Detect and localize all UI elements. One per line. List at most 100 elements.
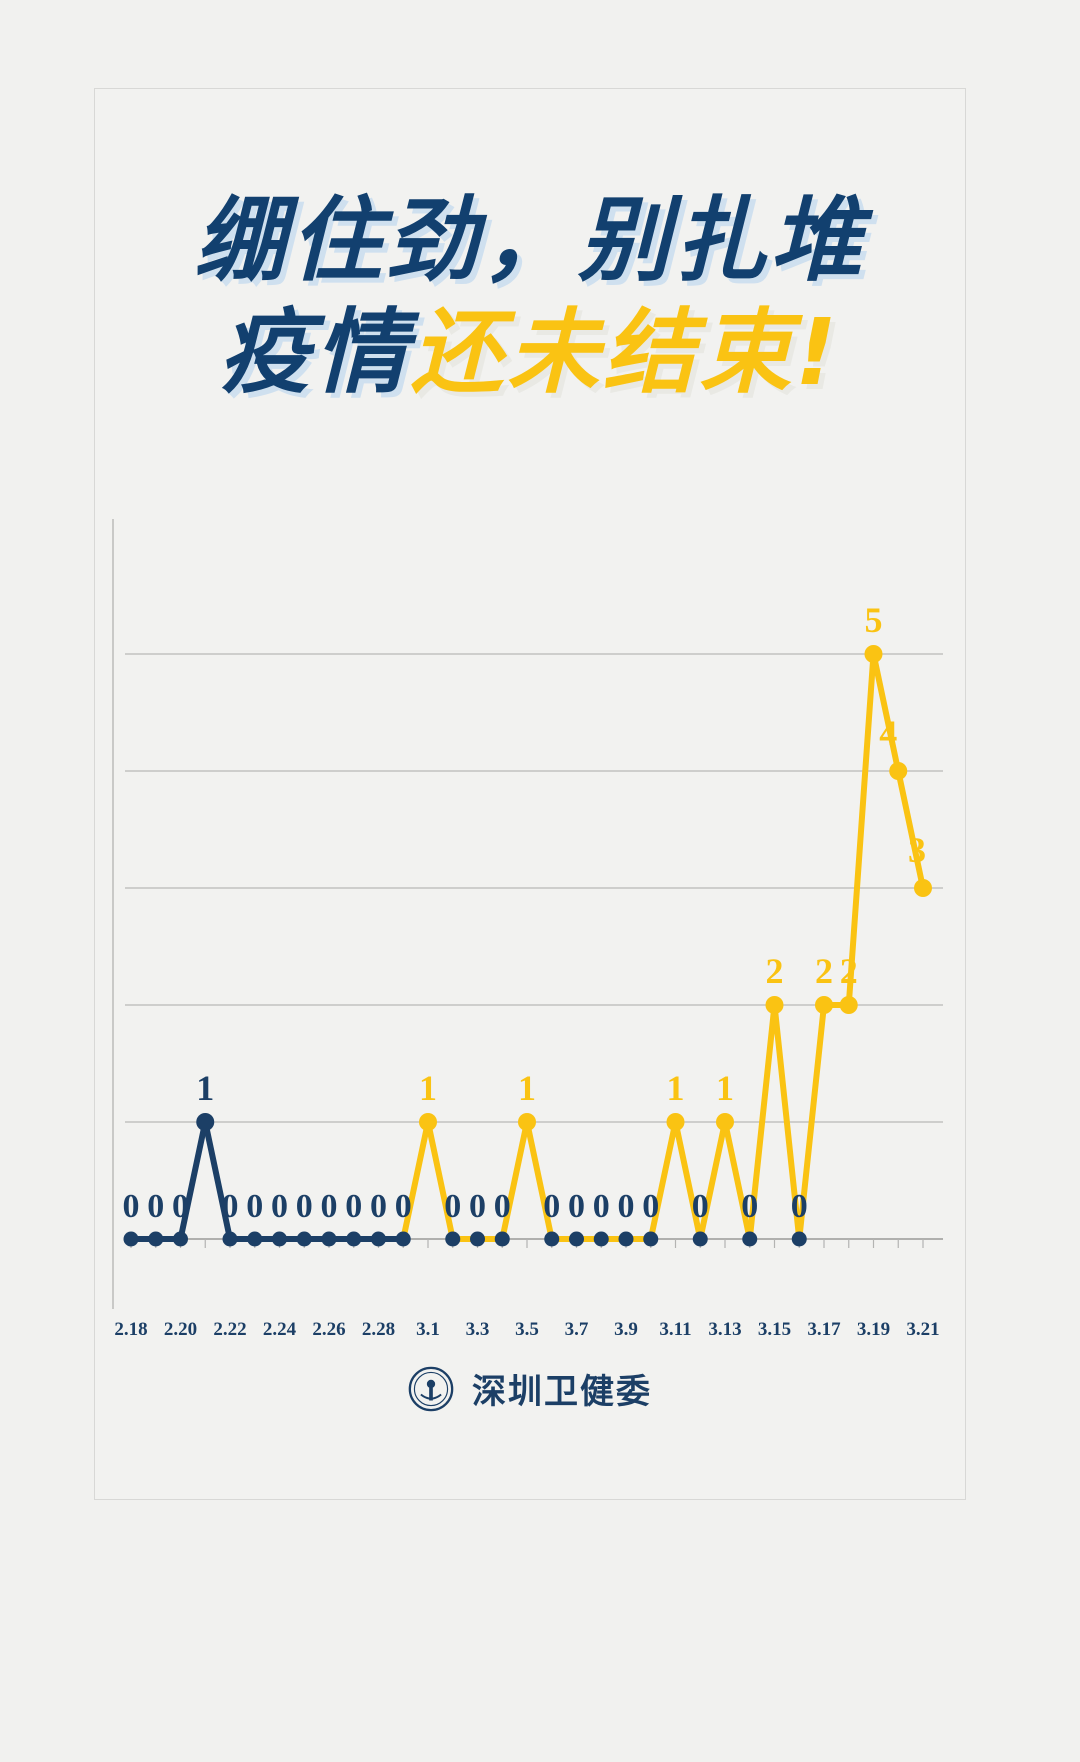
chart-data-point — [445, 1231, 461, 1247]
x-axis-tick-label: 3.9 — [614, 1319, 638, 1340]
chart-data-point — [742, 1231, 758, 1247]
x-axis-tick-label: 3.7 — [564, 1319, 589, 1340]
chart-line-segment — [499, 1119, 530, 1242]
chart-data-label: 0 — [494, 1188, 511, 1225]
chart-data-point — [666, 1113, 685, 1131]
chart-data-point — [419, 1113, 437, 1131]
chart-data-point — [494, 1231, 510, 1247]
x-axis-tick-label: 3.11 — [659, 1319, 692, 1340]
chart-data-label: 0 — [444, 1188, 461, 1225]
x-axis-tick-label: 3.21 — [906, 1319, 940, 1340]
chart-line-segment — [746, 1002, 778, 1242]
chart-line-segment — [796, 1002, 827, 1242]
chart-data-label: 0 — [469, 1188, 486, 1225]
headline-line-1: 绷住劲，别扎堆 — [95, 185, 965, 297]
chart-data-point — [791, 1231, 807, 1247]
chart-line-segment — [400, 1119, 431, 1242]
headline-line-1-text: 绷住劲，别扎堆 — [193, 187, 866, 294]
chart-line-segment — [177, 1119, 209, 1242]
chart-data-label: 1 — [196, 1068, 214, 1108]
chart-data-point — [692, 1231, 708, 1247]
chart-data-point — [173, 1231, 188, 1247]
shenzhen-health-commission-logo-icon — [408, 1366, 454, 1412]
chart-data-point — [321, 1231, 337, 1247]
x-axis-tick-label: 3.5 — [515, 1319, 539, 1340]
chart-data-point — [815, 996, 833, 1014]
chart-data-label: 2 — [766, 951, 784, 991]
chart-data-label: 0 — [791, 1188, 808, 1225]
chart-data-label: 3 — [908, 830, 926, 870]
chart-data-point — [470, 1231, 485, 1247]
footer-branding: 深圳卫健委 — [95, 1364, 965, 1413]
x-axis-tick-label: 2.28 — [361, 1319, 396, 1340]
chart-data-point — [593, 1231, 609, 1247]
chart-data-point — [222, 1231, 238, 1247]
chart-line-segment — [895, 768, 926, 891]
headline-line-2-yellow-text: 还未结束! — [411, 299, 841, 406]
chart-data-label: 1 — [419, 1068, 437, 1108]
chart-data-label: 1 — [518, 1068, 536, 1108]
brand-name: 深圳卫健委 — [472, 1372, 652, 1412]
chart-data-label: 0 — [618, 1188, 635, 1225]
x-axis-tick-label: 3.19 — [856, 1319, 891, 1340]
x-axis-tick-label: 2.18 — [114, 1319, 148, 1340]
chart-line-segment — [771, 1002, 803, 1242]
x-axis-tick-labels: 2.18 2.20 2.22 2.24 2.26 2.28 3.1 3.3 3.5 3.7 3.9 3… — [111, 1319, 951, 1359]
chart-data-point — [716, 1113, 734, 1131]
chart-data-point — [148, 1231, 164, 1247]
chart-data-label: 1 — [667, 1068, 685, 1108]
x-axis-tick-label: 3.13 — [708, 1319, 742, 1340]
x-axis-tick-label: 3.1 — [416, 1319, 440, 1340]
chart-data-point — [618, 1231, 634, 1247]
headline-line-2: 疫情还未结束! — [95, 297, 965, 409]
chart-line-segment — [672, 1119, 704, 1242]
chart-line-segment — [870, 651, 902, 774]
chart-data-point — [569, 1231, 584, 1247]
x-axis-tick-label: 3.17 — [807, 1319, 841, 1340]
chart-line-segment — [524, 1119, 555, 1242]
chart-data-point — [643, 1231, 659, 1247]
chart-line-segment — [722, 1119, 753, 1242]
chart-data-label: 0 — [370, 1188, 387, 1225]
chart-data-label: 5 — [865, 600, 883, 640]
chart-data-label: 2 — [815, 951, 833, 991]
chart-data-point — [864, 645, 883, 663]
chart-data-point — [196, 1113, 215, 1131]
x-axis-tick-label: 3.15 — [757, 1319, 792, 1340]
chart-data-label: 4 — [879, 713, 897, 753]
headline: 绷住劲，别扎堆 疫情还未结束! — [95, 185, 965, 409]
chart-data-point — [839, 996, 858, 1014]
x-axis-tick-label: 3.3 — [465, 1319, 490, 1340]
chart-data-point — [518, 1113, 536, 1131]
headline-line-2-blue-text: 疫情 — [219, 299, 412, 406]
chart-data-point — [765, 996, 784, 1014]
chart-data-point — [889, 762, 908, 780]
chart-data-point — [395, 1231, 411, 1247]
chart-data-label: 0 — [296, 1188, 313, 1225]
chart-data-point — [544, 1231, 560, 1247]
chart-data-point — [123, 1231, 139, 1247]
chart-data-label: 0 — [593, 1188, 610, 1225]
x-axis-tick-label: 2.26 — [312, 1319, 346, 1340]
x-axis-tick-label: 2.22 — [213, 1319, 247, 1340]
x-axis-tick-label: 2.20 — [163, 1319, 198, 1340]
chart-data-label: 1 — [716, 1068, 734, 1108]
chart-data-label: 0 — [642, 1188, 659, 1225]
chart-data-point — [272, 1231, 287, 1247]
chart-data-label: 0 — [741, 1188, 758, 1225]
chart-line-segment — [697, 1119, 728, 1242]
chart-line-segment — [647, 1119, 679, 1242]
chart-data-point — [914, 879, 932, 897]
chart-data-label: 0 — [543, 1188, 560, 1225]
chart-data-point — [371, 1231, 386, 1247]
chart-data-label: 0 — [692, 1188, 709, 1225]
chart-data-label: 0 — [123, 1188, 140, 1225]
chart-data-label: 0 — [246, 1188, 263, 1225]
chart-line-segment — [845, 651, 877, 1008]
chart-data-label: 0 — [395, 1188, 412, 1225]
chart-line-segment — [202, 1119, 233, 1242]
